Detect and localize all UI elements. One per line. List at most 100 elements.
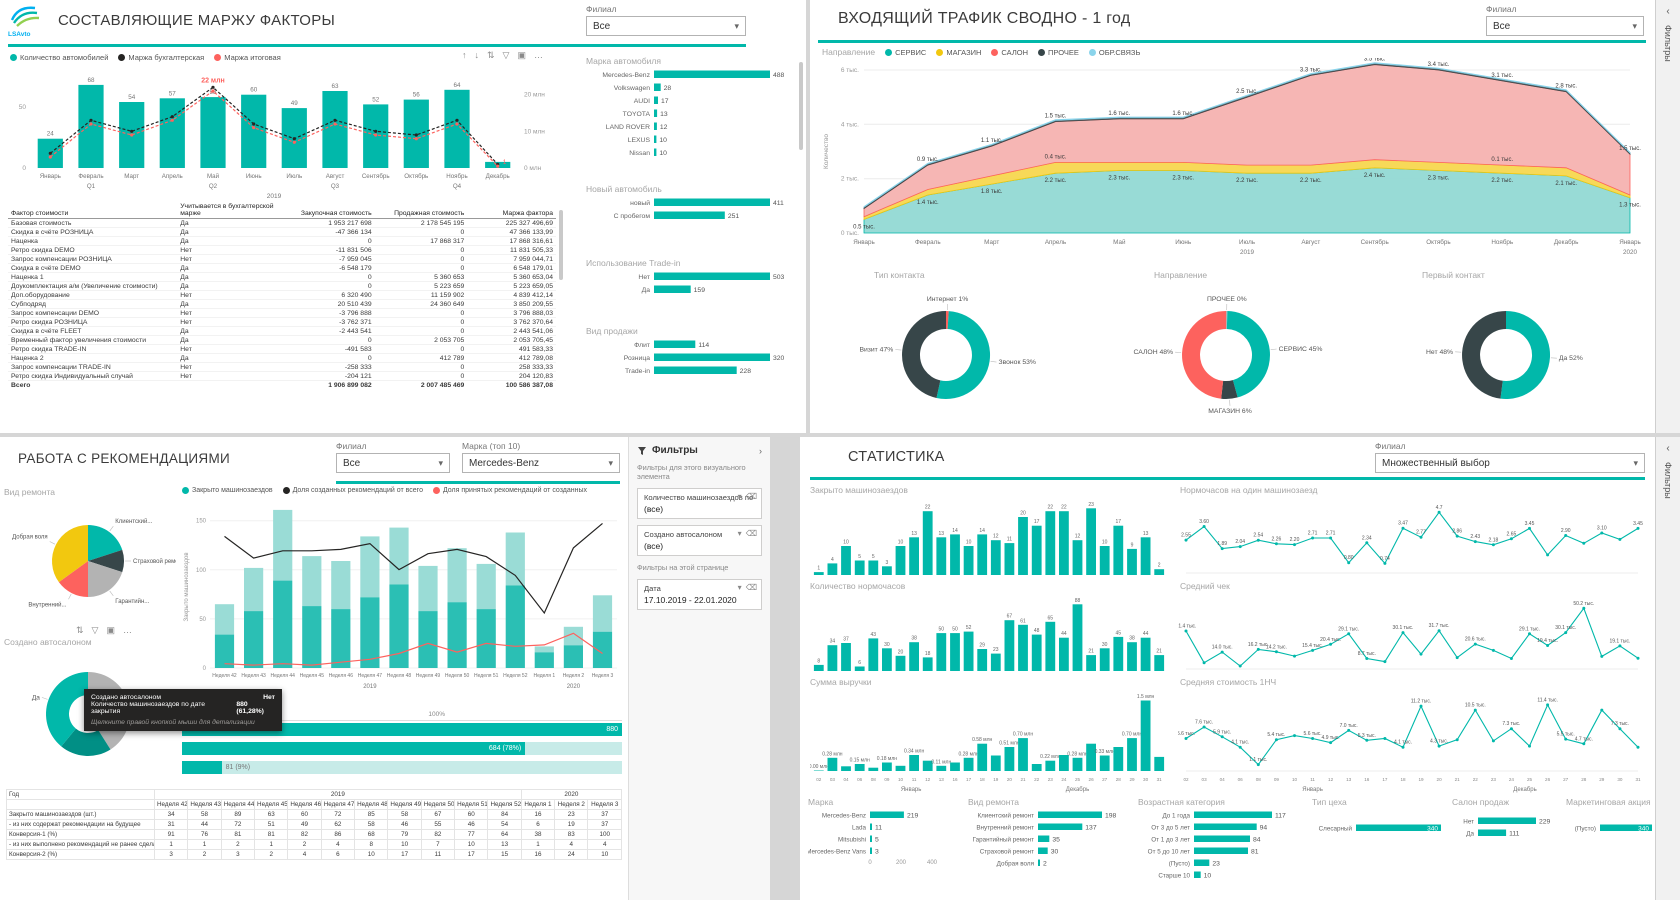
data-point[interactable] xyxy=(455,122,459,126)
data-point[interactable] xyxy=(1184,629,1188,633)
mini-bar[interactable] xyxy=(1018,738,1028,771)
mini-bar[interactable] xyxy=(1072,540,1083,575)
data-point[interactable] xyxy=(211,85,215,89)
hbar[interactable] xyxy=(654,96,658,105)
bar-segment-recs[interactable] xyxy=(476,563,496,610)
line-series[interactable] xyxy=(1185,607,1639,667)
avg_check_line-svg[interactable]: 31.4 тыс. 14.0 тыс. 16.2 тыс.14.2 тыс. 15.4… xyxy=(1176,591,1646,675)
data-point[interactable] xyxy=(1528,526,1531,530)
mini-bar[interactable] xyxy=(990,653,1001,671)
data-point[interactable] xyxy=(1293,734,1296,738)
data-point[interactable] xyxy=(292,137,296,141)
table-row[interactable]: Закрыто машинозаездов (шт.) 34 58 89 63 60 72 8… xyxy=(6,809,622,820)
mini-bar[interactable] xyxy=(1059,637,1069,671)
bar-segment-closed[interactable] xyxy=(418,611,438,668)
data-point[interactable] xyxy=(1383,660,1387,664)
mini-bar[interactable] xyxy=(1099,546,1110,575)
bar-segment-recs[interactable] xyxy=(302,556,322,607)
data-point[interactable] xyxy=(1618,727,1622,731)
hours_bar-svg[interactable]: 8 34 37 6 43 30 20 38 18 50 50 52 29 23 67 61 48 65 44 88 21… xyxy=(810,591,1168,675)
data-point[interactable] xyxy=(1347,728,1351,732)
bar-segment-recs[interactable] xyxy=(244,567,264,612)
mini-bar[interactable] xyxy=(1004,620,1015,671)
pie-slice[interactable] xyxy=(88,561,123,597)
bar[interactable] xyxy=(159,98,185,168)
mini-bar[interactable] xyxy=(963,757,974,771)
bar-segment-recs[interactable] xyxy=(505,532,525,586)
pie-slice[interactable] xyxy=(61,728,111,756)
data-point[interactable] xyxy=(374,133,378,137)
data-point[interactable] xyxy=(1202,725,1206,729)
mini-bar[interactable] xyxy=(1031,634,1042,671)
mini-bar[interactable] xyxy=(813,770,824,772)
table-row[interactable]: Запрос компенсации РОЗНИЦА Нет -7 959 045 0… xyxy=(8,254,556,264)
bar[interactable] xyxy=(322,91,348,168)
mini-bar[interactable] xyxy=(1004,747,1015,771)
pie-slice[interactable] xyxy=(88,549,125,573)
traffic-area-svg[interactable]: 0 тыс. 2 тыс. 4 тыс. 6 тыс. Количество 0.5 ты… xyxy=(818,57,1646,263)
bar-segment-closed[interactable] xyxy=(563,645,583,668)
mini-bar[interactable] xyxy=(882,762,892,772)
bar-segment-recs[interactable] xyxy=(563,626,583,646)
table-row[interactable]: Временный фактор увеличения стоимости Да 0… xyxy=(8,335,556,345)
data-point[interactable] xyxy=(1618,537,1622,541)
data-point[interactable] xyxy=(1401,745,1405,749)
bar-segment-closed[interactable] xyxy=(214,634,235,668)
stat_salon-svg[interactable]: Нет 229 Да 111 xyxy=(1452,815,1562,839)
hbar[interactable] xyxy=(654,353,770,362)
mini-bar[interactable] xyxy=(1127,738,1137,771)
hbar[interactable] xyxy=(1194,811,1272,819)
data-point[interactable] xyxy=(1528,744,1531,748)
table-header[interactable]: Маржа фактора xyxy=(467,202,556,219)
eraser-icon[interactable]: ⌫ xyxy=(745,491,757,501)
mini-bar[interactable] xyxy=(1113,525,1124,575)
data-point[interactable] xyxy=(1528,632,1531,636)
mini-bar[interactable] xyxy=(1113,636,1124,671)
stat_repair-svg[interactable]: Клиентский ремонт 198 Внутренний ремонт 137… xyxy=(968,809,1128,869)
direction_donut-svg[interactable]: ПРОЧЕЕ 0% СЕРВИС 45% МАГАЗИН 6% САЛОН 48% xyxy=(1090,278,1362,428)
hbar[interactable] xyxy=(654,366,737,375)
bar-segment-recs[interactable] xyxy=(389,527,409,585)
table-row[interactable]: Базовая стоимость Да 1 953 217 698 2 178 54… xyxy=(8,218,556,228)
table-row[interactable]: Доп.оборудование Нет 6 320 490 11 159 902 4 … xyxy=(8,290,556,300)
data-point[interactable] xyxy=(1419,652,1423,656)
table-row[interactable]: Наценка 1 Да 0 5 360 653 5 360 653,04 xyxy=(8,272,556,282)
data-point[interactable] xyxy=(1238,745,1242,749)
mini-bar[interactable] xyxy=(1154,655,1165,671)
hbar[interactable] xyxy=(654,70,770,79)
data-point[interactable] xyxy=(1455,656,1459,660)
table-row[interactable]: Скидка в счёте FLEET Да -2 443 541 0 2 443 5… xyxy=(8,326,556,336)
mini-bar[interactable] xyxy=(1045,760,1056,771)
progress-track[interactable]: 81 (9%) xyxy=(182,761,622,774)
legend-item[interactable]: ОБР.СВЯЗЬ xyxy=(1088,48,1140,57)
pie-slice[interactable] xyxy=(88,525,123,561)
mini-bar[interactable] xyxy=(950,633,960,671)
progress-track[interactable]: 880 xyxy=(182,723,622,736)
data-point[interactable] xyxy=(170,118,174,122)
mini-bar[interactable] xyxy=(868,638,879,671)
legend-item[interactable]: Доля созданных рекомендаций от всего xyxy=(282,487,423,494)
more-icon[interactable]: … xyxy=(122,625,132,635)
stat_brand-svg[interactable]: Mercedes-Benz 219 Lada 11 Mitsubishi 5 Mercede… xyxy=(806,809,958,868)
mini-bar[interactable] xyxy=(977,649,988,671)
hbar[interactable] xyxy=(1194,847,1248,855)
data-point[interactable] xyxy=(1256,538,1260,542)
hbar[interactable] xyxy=(654,83,661,92)
bar-segment-recs[interactable] xyxy=(331,561,351,610)
mini-bar[interactable] xyxy=(895,655,906,671)
data-point[interactable] xyxy=(1618,644,1622,648)
pie-slice[interactable] xyxy=(1226,311,1270,398)
mini-bar[interactable] xyxy=(895,546,906,575)
hbar[interactable] xyxy=(1038,835,1050,843)
data-point[interactable] xyxy=(1546,703,1550,707)
bar[interactable] xyxy=(444,89,470,168)
bar-segment-recs[interactable] xyxy=(418,565,438,612)
pie-slice[interactable] xyxy=(902,311,946,398)
table-header[interactable]: Учитывается в бухгалтерской марже xyxy=(177,202,282,219)
data-point[interactable] xyxy=(1293,654,1296,658)
filter-card[interactable]: Дата 17.10.2019 - 22.01.2020 ▾ ⌫ xyxy=(637,578,762,610)
data-point[interactable] xyxy=(1311,536,1315,540)
legend-item[interactable]: САЛОН xyxy=(991,48,1028,57)
line-series[interactable] xyxy=(224,632,603,666)
